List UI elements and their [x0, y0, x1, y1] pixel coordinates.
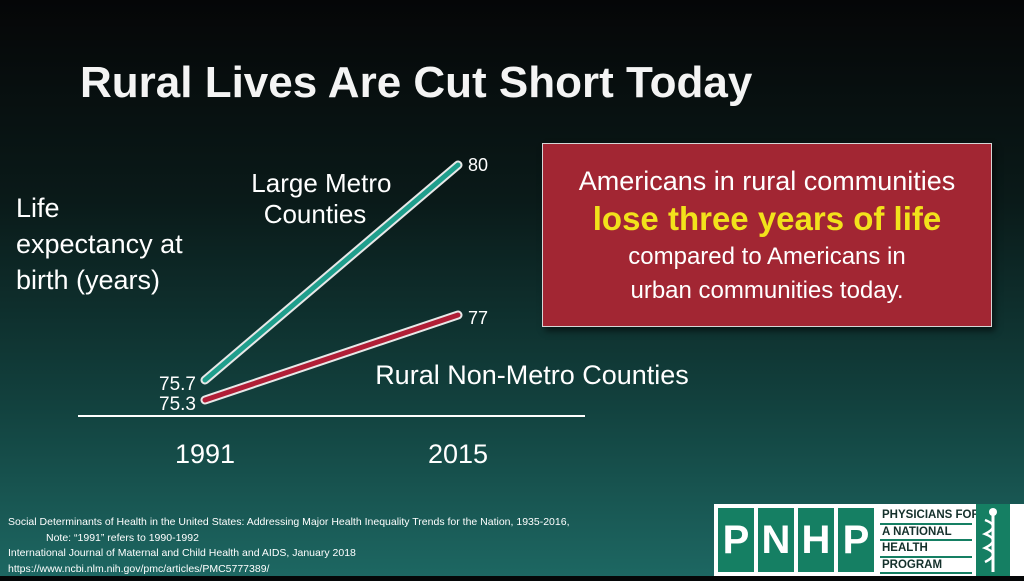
logo-words: PHYSICIANS FOR A NATIONAL HEALTH PROGRAM: [880, 508, 980, 574]
series-rural: Rural Non-Metro Counties 75.3 77: [159, 308, 689, 415]
series-label-large-metro-line2: Counties: [264, 199, 367, 229]
callout-line-1: Americans in rural communities: [578, 166, 956, 196]
series-label-large-metro: Large Metro Counties: [251, 168, 398, 229]
line-rural: [202, 312, 461, 403]
logo-word-4: PROGRAM: [880, 558, 972, 574]
data-label-rural-2015: 77: [468, 308, 488, 328]
x-tick-2015: 2015: [428, 439, 488, 469]
data-label-large-metro-1991: 75.7: [159, 374, 196, 395]
series-label-large-metro-line1: Large Metro: [251, 168, 391, 198]
source-note: Note: “1991” refers to 1990-1992: [46, 531, 199, 544]
source-line-1: Social Determinants of Health in the Uni…: [8, 516, 570, 528]
source-url[interactable]: https://www.ncbi.nlm.nih.gov/pmc/article…: [8, 562, 270, 575]
slide-title: Rural Lives Are Cut Short Today: [80, 58, 753, 107]
logo-letter-p2: P: [838, 508, 874, 572]
logo-word-1: PHYSICIANS FOR: [880, 508, 980, 525]
callout-line-3: compared to Americans in: [628, 243, 906, 270]
y-axis-label: Life expectancy at birth (years): [16, 193, 183, 295]
source-citation: Social Determinants of Health in the Uni…: [8, 515, 698, 577]
source-line-3: International Journal of Maternal and Ch…: [8, 547, 356, 559]
callout-highlight: lose three years of life: [592, 200, 942, 237]
series-label-rural: Rural Non-Metro Counties: [375, 360, 689, 390]
data-label-rural-1991: 75.3: [159, 394, 196, 415]
logo-letter-p1: P: [718, 508, 754, 572]
logo-word-2: A NATIONAL: [880, 525, 972, 541]
logo-word-3: HEALTH: [880, 541, 972, 558]
pnhp-logo: P N H P PHYSICIANS FOR A NATIONAL HEALTH…: [714, 504, 1024, 576]
line-large-metro: [202, 162, 461, 383]
caduceus-icon: [976, 504, 1010, 576]
callout-line-4: urban communities today.: [630, 277, 904, 304]
logo-letters: P N H P: [714, 504, 874, 576]
logo-letter-n: N: [758, 508, 794, 572]
logo-letter-h: H: [798, 508, 834, 572]
data-label-large-metro-2015: 80: [468, 155, 488, 175]
series-large-metro: Large Metro Counties 75.7 80: [159, 155, 488, 395]
x-tick-1991: 1991: [175, 439, 235, 469]
callout-box: Americans in rural communities lose thre…: [542, 143, 992, 327]
